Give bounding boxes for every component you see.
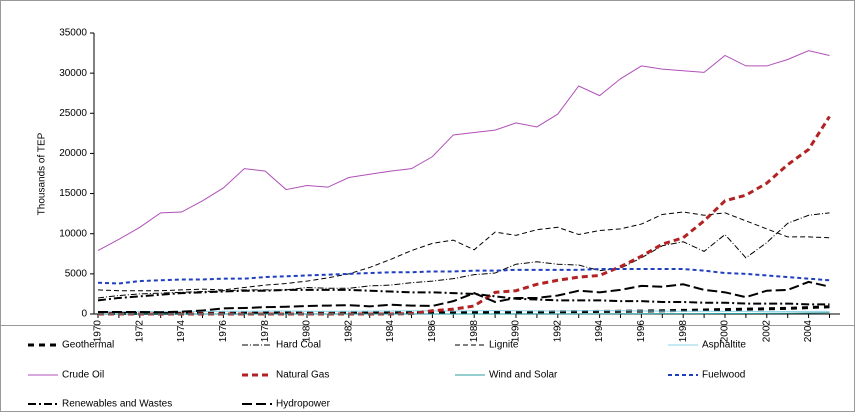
y-tick-label: 20000 <box>59 148 87 159</box>
x-tick-label: 1998 <box>678 320 689 343</box>
series-line <box>98 280 830 314</box>
x-tick-label: 1978 <box>260 320 271 343</box>
legend-label: Geothermal <box>62 340 114 351</box>
y-tick-label: 15000 <box>59 188 87 199</box>
x-tick-label: 2000 <box>720 320 731 343</box>
x-tick-label: 1994 <box>594 320 605 343</box>
x-tick-label: 2004 <box>803 320 814 343</box>
series-line <box>97 211 830 292</box>
y-tick-label: 35000 <box>59 28 87 39</box>
legend-label: Lignite <box>489 340 519 351</box>
x-tick-label: 2002 <box>761 320 772 343</box>
x-tick-label: 1976 <box>218 320 229 343</box>
legend-label: Wind and Solar <box>489 370 558 381</box>
x-tick-label: 1972 <box>134 320 145 343</box>
legend-label: Asphaltite <box>702 340 746 351</box>
y-tick-label: 0 <box>81 309 87 320</box>
legend-label: Hard Coal <box>276 340 321 351</box>
x-tick-label: 1986 <box>427 320 438 343</box>
x-tick-label: 1982 <box>343 320 354 343</box>
x-tick-label: 1992 <box>552 320 563 343</box>
y-axis-label: Thousands of TEP <box>37 132 48 215</box>
x-tick-label: 1996 <box>636 320 647 343</box>
x-tick-label: 1974 <box>176 320 187 343</box>
series-line <box>97 212 830 299</box>
x-tick-label: 1990 <box>511 320 522 343</box>
y-tick-label: 25000 <box>59 108 87 119</box>
legend-label: Hydropower <box>276 399 331 410</box>
legend-label: Crude Oil <box>62 370 104 381</box>
x-tick-label: 1970 <box>93 320 104 343</box>
x-tick-label: 1984 <box>385 320 396 343</box>
legend-label: Natural Gas <box>276 370 329 381</box>
x-tick-label: 1980 <box>302 320 313 343</box>
series-line <box>98 312 830 315</box>
series-line <box>97 50 830 252</box>
legend-label: Fuelwood <box>702 370 745 381</box>
series-line <box>97 288 830 306</box>
x-tick-label: 1988 <box>469 320 480 343</box>
y-tick-label: 30000 <box>59 68 87 79</box>
legend-label: Renewables and Wastes <box>62 399 172 410</box>
y-tick-label: 5000 <box>65 268 88 279</box>
series-line <box>98 310 830 313</box>
series-line <box>97 268 830 285</box>
y-tick-label: 10000 <box>59 228 87 239</box>
